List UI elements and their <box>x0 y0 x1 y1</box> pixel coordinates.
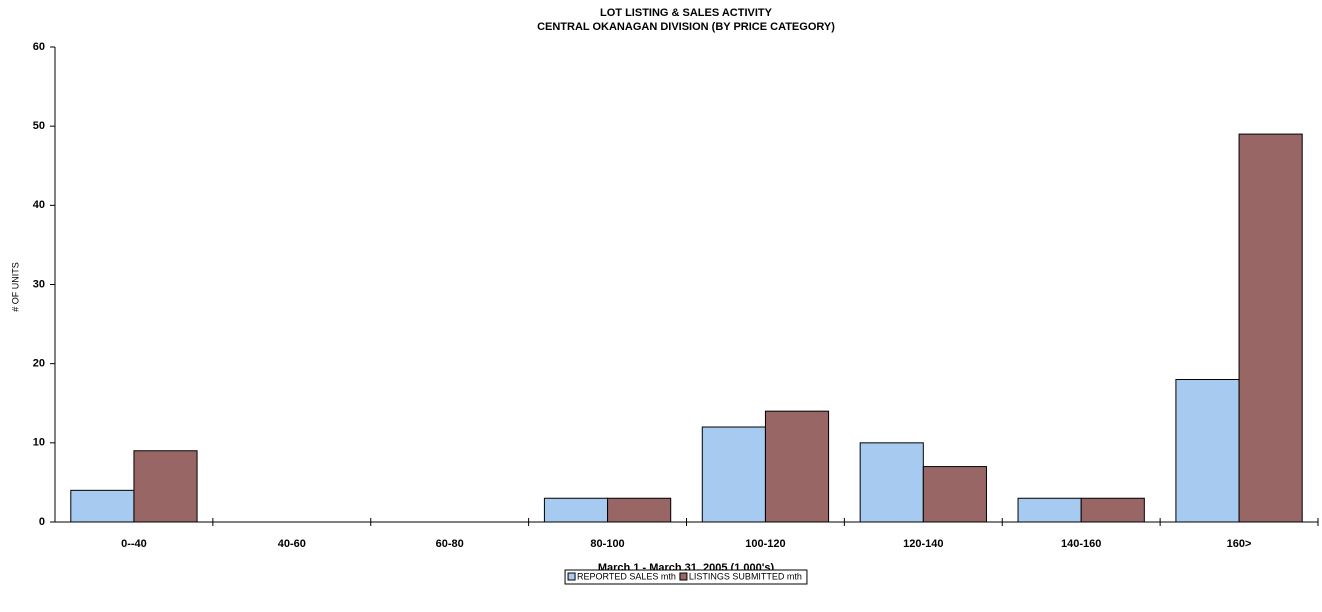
bar <box>922 466 987 523</box>
legend-label: LISTINGS SUBMITTED mth <box>689 571 802 581</box>
x-tick-label: 120-140 <box>903 538 943 550</box>
x-tick-label: 40-60 <box>278 538 306 550</box>
x-tick-label: 160> <box>1227 538 1252 550</box>
bar <box>859 442 924 523</box>
bar <box>543 497 609 523</box>
legend-swatch <box>679 572 688 581</box>
legend-label: REPORTED SALES mth <box>577 571 676 581</box>
y-tick-label: 20 <box>33 358 45 370</box>
x-tick-label: 60-80 <box>436 538 464 550</box>
y-tick-label: 50 <box>33 120 45 132</box>
y-tick-label: 60 <box>33 41 45 53</box>
bar <box>701 426 766 523</box>
bar <box>1017 497 1082 523</box>
legend: REPORTED SALES mth LISTINGS SUBMITTED mth <box>564 569 808 585</box>
bar <box>133 450 198 523</box>
x-tick-label: 0--40 <box>121 538 147 550</box>
legend-swatch <box>567 572 576 581</box>
x-tick-label: 140-160 <box>1061 538 1101 550</box>
x-tick-label: 80-100 <box>590 538 624 550</box>
x-tick-label: 100-120 <box>745 538 785 550</box>
bar <box>1080 497 1145 523</box>
y-tick-label: 10 <box>33 437 45 449</box>
bar <box>764 410 830 523</box>
bar <box>607 497 672 523</box>
bar <box>1238 133 1303 523</box>
bar <box>1175 379 1240 523</box>
y-tick-label: 40 <box>33 199 45 211</box>
chart-subtitle: CENTRAL OKANAGAN DIVISION (BY PRICE CATE… <box>537 21 835 33</box>
bar <box>70 489 135 523</box>
chart-title: LOT LISTING & SALES ACTIVITY <box>600 7 773 19</box>
y-tick-label: 30 <box>33 278 45 290</box>
y-tick-label: 0 <box>39 516 45 528</box>
y-axis-title: # OF UNITS <box>10 262 20 312</box>
